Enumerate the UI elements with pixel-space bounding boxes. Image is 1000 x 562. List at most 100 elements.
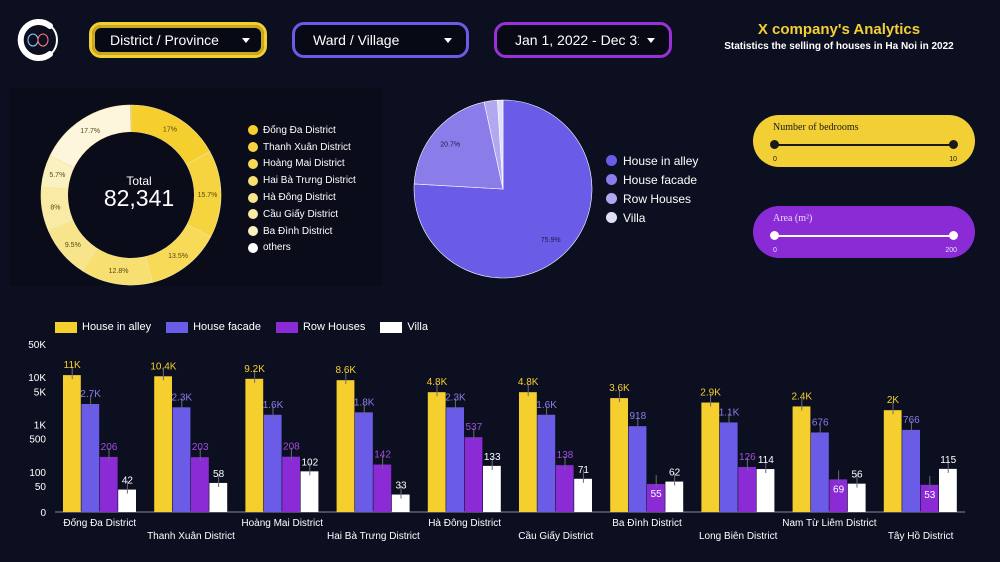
- bar-house-facade-cau-giay-district[interactable]: [537, 414, 556, 512]
- bedrooms-slider-track[interactable]: [774, 144, 954, 146]
- bar-villa-long-bien-district[interactable]: [756, 469, 775, 512]
- bar-villa-tay-ho-district[interactable]: [939, 468, 957, 512]
- bar-house-in-alley-cau-giay-district[interactable]: [519, 392, 537, 512]
- bar-row-houses-nam-tu-liem-district[interactable]: [829, 479, 848, 512]
- bar-data-label: 58: [213, 469, 225, 480]
- bar-row-houses-hoang-mai-district[interactable]: [282, 456, 300, 512]
- legend-item-others[interactable]: others: [248, 240, 356, 257]
- legend-dot-icon: [248, 209, 258, 220]
- bar-data-label: 208: [283, 442, 300, 453]
- bar-villa-dong-da-district[interactable]: [118, 489, 136, 512]
- bar-data-label: 33: [395, 481, 407, 492]
- bar-row-houses-thanh-xuan-district[interactable]: [191, 457, 209, 512]
- legend-item-ba-dinh-district[interactable]: Ba Đình District: [248, 223, 356, 240]
- legend-item-ha-dong-district[interactable]: Hà Đông District: [248, 189, 356, 206]
- bar-house-in-alley-ha-dong-district[interactable]: [427, 392, 446, 512]
- bar-house-facade-nam-tu-liem-district[interactable]: [811, 432, 829, 512]
- bar-house-in-alley-long-bien-district[interactable]: [701, 402, 720, 512]
- bar-data-label: 1.6K: [263, 400, 284, 411]
- legend-item-hai-ba-trung-district[interactable]: Hai Bà Trưng District: [248, 172, 356, 189]
- area-max-handle[interactable]: [949, 231, 958, 240]
- legend-swatch-icon: [166, 321, 189, 333]
- legend-label: Row Houses: [623, 191, 692, 206]
- bar-data-label: 42: [122, 476, 134, 487]
- legend-item-house-facade[interactable]: House facade: [606, 170, 698, 189]
- area-slider[interactable]: Area (m²) 0 200: [753, 206, 975, 258]
- district-filter-dropdown[interactable]: District / Province: [89, 22, 267, 58]
- bar-row-houses-long-bien-district[interactable]: [738, 467, 756, 512]
- bedrooms-min-handle[interactable]: [770, 140, 779, 149]
- legend-item-row-houses[interactable]: Row Houses: [606, 189, 698, 208]
- legend-item-thanh-xuan-district[interactable]: Thanh Xuân District: [248, 139, 356, 156]
- donut-hole: [68, 132, 194, 258]
- area-slider-label: Area (m²): [773, 213, 813, 224]
- bar-data-label: 8.6K: [336, 365, 357, 376]
- bar-house-facade-hoang-mai-district[interactable]: [263, 414, 282, 512]
- donut-total-value: 82,341: [103, 185, 175, 211]
- bar-villa-hoang-mai-district[interactable]: [300, 471, 319, 512]
- area-slider-track[interactable]: [774, 235, 954, 237]
- bar-house-in-alley-hoang-mai-district[interactable]: [245, 378, 264, 512]
- bar-legend-item-house-in-alley[interactable]: House in alley: [55, 321, 151, 333]
- x-tick-label: Long Biên District: [699, 531, 778, 542]
- bar-house-facade-dong-da-district[interactable]: [81, 404, 100, 512]
- y-tick-label: 1K: [34, 420, 47, 431]
- bedrooms-slider[interactable]: Number of bedrooms 0 10: [753, 115, 975, 167]
- y-tick-label: 50: [35, 482, 47, 493]
- pie-slice-label: 20.7%: [440, 141, 460, 148]
- bar-house-facade-ba-dinh-district[interactable]: [628, 426, 647, 512]
- pie-slice-villa[interactable]: [497, 99, 504, 190]
- bar-villa-thanh-xuan-district[interactable]: [209, 482, 228, 512]
- legend-dot-icon: [248, 125, 258, 136]
- bar-villa-ha-dong-district[interactable]: [483, 465, 501, 512]
- bar-row-houses-dong-da-district[interactable]: [99, 456, 118, 512]
- bar-house-in-alley-dong-da-district[interactable]: [63, 375, 81, 512]
- bar-data-label: 766: [903, 415, 920, 426]
- legend-dot-icon: [606, 155, 617, 166]
- bar-row-houses-cau-giay-district[interactable]: [555, 465, 574, 512]
- bar-legend-item-row-houses[interactable]: Row Houses: [275, 321, 365, 333]
- bar-legend-item-house-facade[interactable]: House facade: [166, 321, 261, 333]
- area-min-handle[interactable]: [770, 231, 779, 240]
- bar-villa-nam-tu-liem-district[interactable]: [847, 483, 866, 512]
- bar-house-in-alley-ba-dinh-district[interactable]: [610, 398, 628, 512]
- date-range-dropdown[interactable]: Jan 1, 2022 - Dec 31: [494, 22, 672, 58]
- bedrooms-max-handle[interactable]: [949, 140, 958, 149]
- bar-house-facade-ha-dong-district[interactable]: [446, 407, 464, 512]
- bar-row-houses-ba-dinh-district[interactable]: [647, 484, 665, 512]
- legend-dot-icon: [248, 192, 258, 203]
- bar-house-facade-tay-ho-district[interactable]: [902, 429, 920, 512]
- legend-dot-icon: [606, 174, 617, 185]
- bar-house-facade-hai-ba-trung-district[interactable]: [355, 412, 373, 512]
- bar-villa-hai-ba-trung-district[interactable]: [391, 494, 410, 512]
- bar-data-label: 918: [629, 411, 646, 422]
- pie-slice-house-facade[interactable]: [413, 101, 504, 190]
- legend-label: House in alley: [82, 321, 152, 333]
- bar-row-houses-ha-dong-district[interactable]: [464, 437, 483, 512]
- bar-data-label: 2.4K: [792, 391, 813, 402]
- legend-item-dong-da-district[interactable]: Đống Đa District: [248, 122, 356, 139]
- legend-item-cau-giay-district[interactable]: Cầu Giấy District: [248, 206, 356, 223]
- legend-item-house-in-alley[interactable]: House in alley: [606, 151, 698, 170]
- legend-item-hoang-mai-district[interactable]: Hoàng Mai District: [248, 156, 356, 173]
- bar-villa-ba-dinh-district[interactable]: [665, 481, 684, 512]
- bar-row-houses-hai-ba-trung-district[interactable]: [373, 464, 392, 512]
- bar-house-in-alley-thanh-xuan-district[interactable]: [154, 376, 172, 512]
- bar-villa-cau-giay-district[interactable]: [574, 478, 592, 512]
- bar-data-label: 9.2K: [244, 364, 265, 375]
- bar-legend-item-villa[interactable]: Villa: [380, 321, 428, 333]
- bar-data-label: 55: [651, 489, 663, 500]
- bar-house-in-alley-hai-ba-trung-district[interactable]: [336, 380, 355, 512]
- x-tick-label: Hai Bà Trưng District: [327, 531, 420, 542]
- legend-item-villa[interactable]: Villa: [606, 208, 698, 227]
- bar-row-houses-tay-ho-district[interactable]: [920, 484, 939, 512]
- bar-house-in-alley-nam-tu-liem-district[interactable]: [792, 406, 811, 512]
- bar-data-label: 11K: [64, 360, 81, 371]
- bar-house-in-alley-tay-ho-district[interactable]: [883, 410, 902, 512]
- bedrooms-min-value: 0: [773, 156, 777, 163]
- bar-house-facade-long-bien-district[interactable]: [719, 422, 738, 512]
- ward-filter-dropdown[interactable]: Ward / Village: [292, 22, 469, 58]
- bar-data-label: 4.8K: [427, 377, 448, 388]
- bedrooms-max-value: 10: [949, 156, 957, 163]
- bar-house-facade-thanh-xuan-district[interactable]: [172, 407, 191, 512]
